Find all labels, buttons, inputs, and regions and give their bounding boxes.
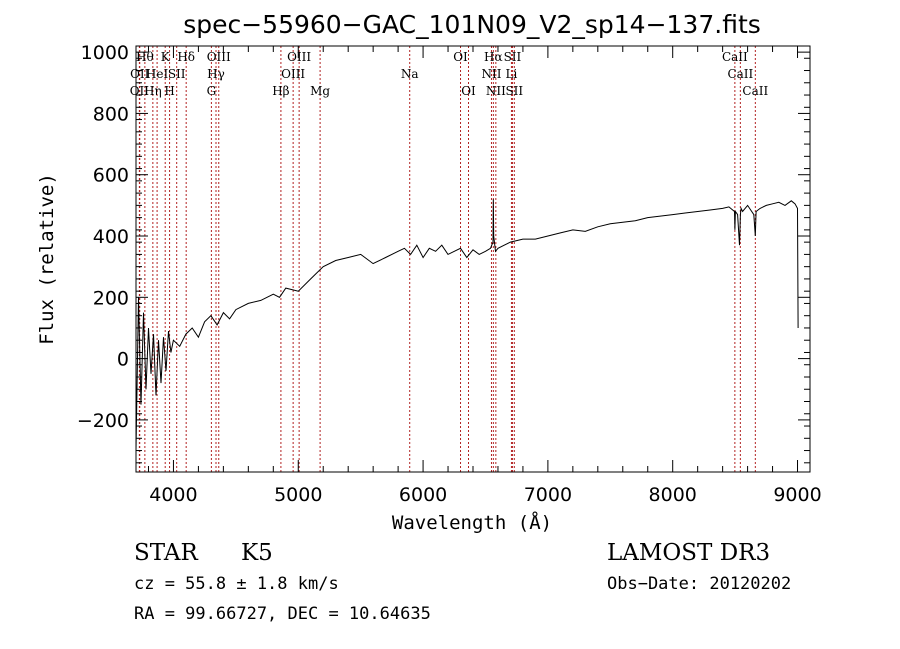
redshift-value: cz = 55.8 ± 1.8 km/s [134, 574, 339, 594]
line-marker-label: CaII [727, 67, 753, 81]
line-marker-label: HeI [146, 67, 169, 81]
line-marker-label: Hα [484, 50, 503, 64]
x-axis-ticks: 4000 5000 6000 7000 8000 9000 [147, 46, 822, 506]
x-tick-label: 9000 [773, 484, 821, 506]
line-marker-label: H [164, 84, 174, 98]
line-marker-label: CaII [742, 84, 768, 98]
line-marker-label: OIII [281, 67, 305, 81]
line-marker-label: Hη [144, 84, 162, 98]
line-marker-label: G [207, 84, 217, 98]
y-axis-label: Flux (relative) [36, 173, 58, 345]
spectral-line-markers [138, 46, 756, 472]
coordinates: RA = 99.66727, DEC = 10.64635 [134, 604, 431, 624]
y-tick-label: 600 [93, 165, 129, 187]
obs-date: Obs−Date: 20120202 [607, 574, 791, 594]
line-marker-label: OI [453, 50, 468, 64]
y-tick-label: 800 [93, 103, 129, 125]
y-tick-label: −200 [77, 410, 129, 432]
line-marker-label: OIII [207, 50, 231, 64]
line-marker-label: NII [486, 84, 506, 98]
line-marker-label: NII [481, 67, 501, 81]
plot-frame [135, 45, 811, 473]
line-marker-label: Hθ [136, 50, 154, 64]
y-tick-label: 200 [93, 287, 129, 309]
line-marker-label: Hδ [177, 50, 195, 64]
object-subclass: K5 [241, 540, 273, 566]
x-tick-label: 7000 [524, 484, 572, 506]
line-marker-label: OII [130, 84, 150, 98]
x-tick-label: 4000 [149, 484, 197, 506]
x-axis-label: Wavelength (Å) [392, 511, 552, 534]
line-marker-label: CaII [722, 50, 748, 64]
y-tick-label: 400 [93, 226, 129, 248]
object-class: STAR [134, 540, 198, 566]
spectral-line-labels: OII OII Hθ Hη HeI K H SII Hδ G Hγ OIII Hβ OIII OIII Mg N… [130, 50, 769, 98]
x-tick-label: 8000 [649, 484, 697, 506]
line-marker-label: SII [505, 84, 523, 98]
x-tick-label: 6000 [399, 484, 447, 506]
survey-name: LAMOST DR3 [607, 540, 770, 566]
chart-title: spec−55960−GAC_101N09_V2_sp14−137.fits [183, 10, 761, 39]
spectrum-line [135, 199, 799, 451]
y-tick-label: 1000 [81, 42, 129, 64]
y-tick-label: 0 [117, 349, 129, 371]
line-marker-label: Na [401, 67, 419, 81]
line-marker-label: OIII [287, 50, 311, 64]
line-marker-label: OI [461, 84, 476, 98]
line-marker-label: Hβ [272, 84, 289, 98]
line-marker-label: OII [130, 67, 150, 81]
line-marker-label: K [161, 50, 171, 64]
y-axis-ticks: −200 0 200 400 600 800 1000 [77, 42, 810, 464]
line-marker-label: SII [168, 67, 186, 81]
x-tick-label: 5000 [274, 484, 322, 506]
line-marker-label: SII [504, 50, 522, 64]
line-marker-label: Li [506, 67, 518, 81]
line-marker-label: Hγ [207, 67, 225, 81]
line-marker-label: Mg [310, 84, 330, 98]
